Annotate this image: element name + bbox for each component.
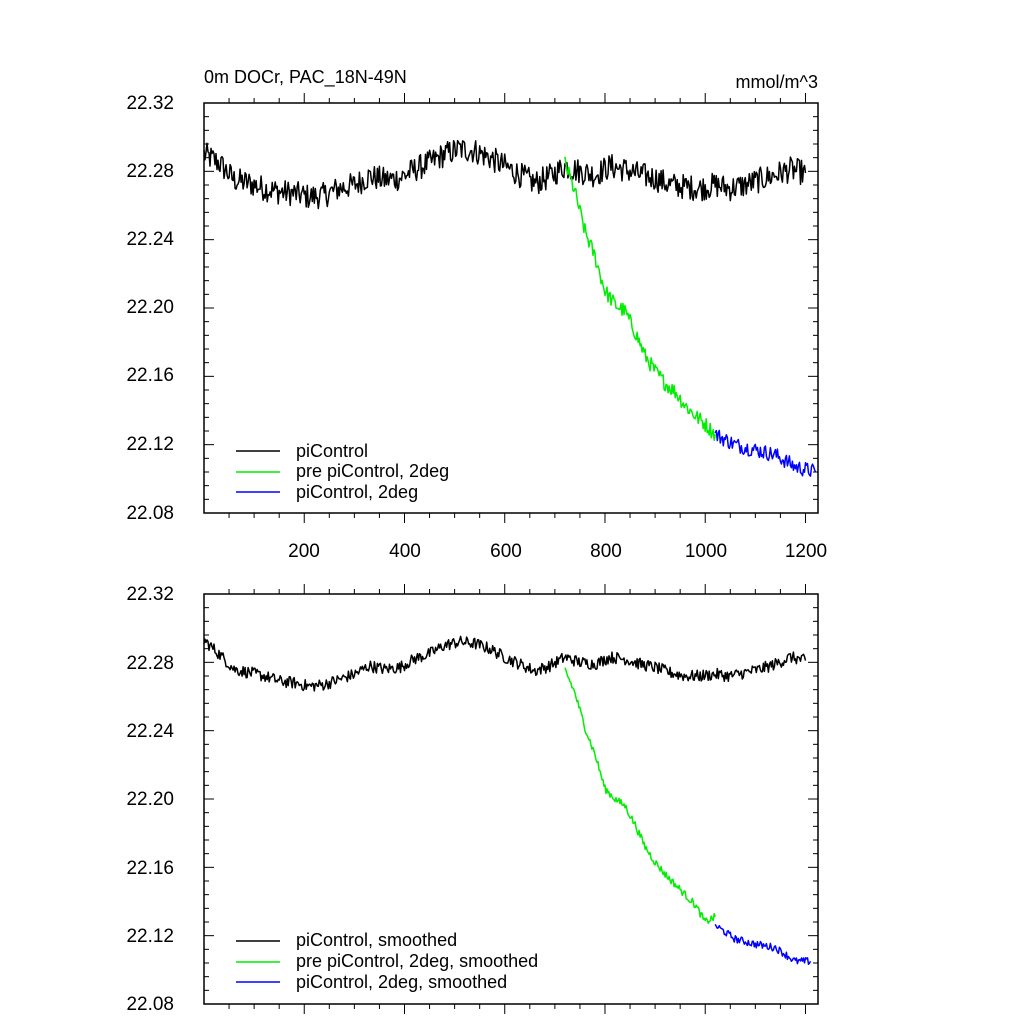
y-tick-label: 22.24 (126, 229, 174, 250)
y-tick-label: 22.08 (126, 503, 174, 524)
top-panel: 0m DOCr, PAC_18N-49N mmol/m^3 22.32 22.2… (126, 67, 827, 562)
y-tick-label: 22.20 (126, 789, 174, 810)
legend-label: piControl (296, 441, 368, 461)
series-line (714, 429, 817, 477)
y-tick-label: 22.08 (126, 994, 174, 1015)
series-line (564, 156, 716, 441)
series-line (203, 139, 807, 210)
top-data-lines (203, 139, 817, 477)
chart-title: 0m DOCr, PAC_18N-49N (204, 67, 407, 88)
series-line (564, 667, 716, 925)
top-y-tick-labels: 22.32 22.28 22.24 22.20 22.16 22.12 22.0… (126, 93, 174, 524)
series-line (714, 924, 812, 966)
series-line (203, 635, 807, 692)
x-tick-label: 600 (490, 541, 522, 562)
bottom-y-tick-labels: 22.32 22.28 22.24 22.20 22.16 22.12 22.0… (126, 584, 174, 1015)
y-tick-label: 22.32 (126, 93, 174, 114)
units-label: mmol/m^3 (736, 72, 818, 92)
y-tick-label: 22.12 (126, 926, 174, 947)
legend-label: piControl, 2deg, smoothed (296, 972, 507, 992)
y-tick-label: 22.32 (126, 584, 174, 605)
x-tick-label: 400 (389, 541, 421, 562)
y-tick-label: 22.16 (126, 365, 174, 386)
legend-label: pre piControl, 2deg, smoothed (296, 951, 538, 971)
legend-label: pre piControl, 2deg (296, 461, 449, 481)
bottom-data-lines (203, 635, 812, 966)
top-plot-frame (203, 102, 819, 514)
x-tick-label: 800 (590, 541, 622, 562)
top-legend: piControl pre piControl, 2deg piControl,… (236, 441, 449, 502)
x-tick-label: 1000 (685, 541, 727, 562)
y-tick-label: 22.16 (126, 858, 174, 879)
y-tick-label: 22.28 (126, 653, 174, 674)
legend-label: piControl, smoothed (296, 930, 457, 950)
bottom-panel: 22.32 22.28 22.24 22.20 22.16 22.12 22.0… (126, 584, 819, 1015)
bottom-legend: piControl, smoothed pre piControl, 2deg,… (236, 930, 538, 992)
top-x-tick-labels: 200 400 600 800 1000 1200 (288, 541, 827, 562)
bottom-plot-frame (203, 593, 819, 1005)
x-tick-label: 1200 (785, 541, 827, 562)
legend-label: piControl, 2deg (296, 482, 418, 502)
x-tick-label: 200 (288, 541, 320, 562)
bottom-tick-marks (204, 584, 818, 1014)
y-tick-label: 22.24 (126, 721, 174, 742)
y-tick-label: 22.12 (126, 434, 174, 455)
y-tick-label: 22.28 (126, 161, 174, 182)
y-tick-label: 22.20 (126, 297, 174, 318)
